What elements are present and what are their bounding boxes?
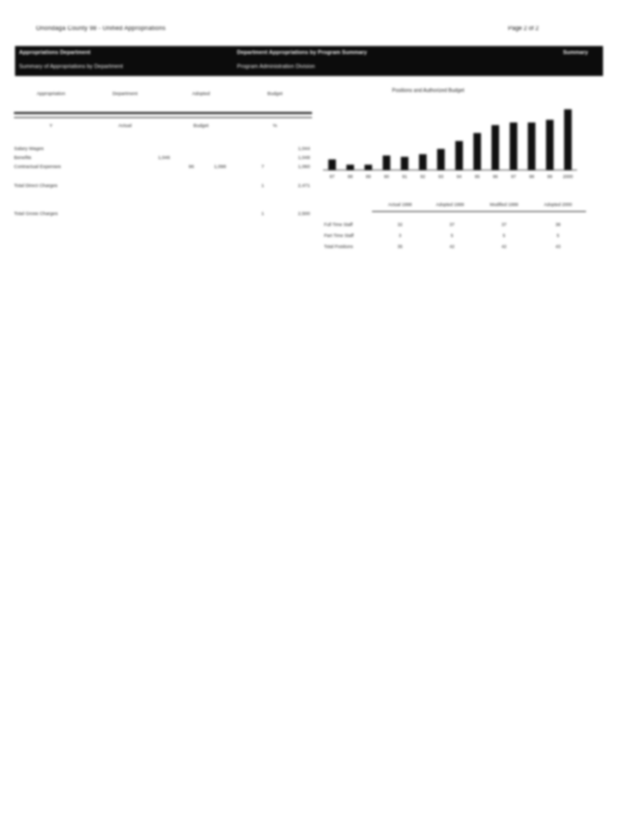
summary-cell: 5 bbox=[502, 233, 506, 238]
column-heading-3: Adopted bbox=[192, 92, 210, 97]
summary-cell: 5 bbox=[450, 233, 454, 238]
row-value: 2,471 bbox=[297, 184, 310, 189]
chart-bar bbox=[400, 156, 409, 170]
row-value: 2,500 bbox=[297, 212, 310, 217]
summary-group-head: Modified 1999 bbox=[489, 202, 519, 207]
chart-tick-label: 95 bbox=[475, 174, 481, 179]
chart-tick-label: 87 bbox=[330, 174, 336, 179]
chart-tick-label: 92 bbox=[420, 174, 426, 179]
row-value: 1,060 bbox=[297, 165, 310, 170]
page-number: Page 2 of 2 bbox=[508, 26, 539, 32]
chart-tick-label: 94 bbox=[457, 174, 463, 179]
banner-col2: Department Appropriations by Program Sum… bbox=[237, 50, 367, 56]
summary-group-head: Adopted 1999 bbox=[435, 202, 465, 207]
summary-cell: 42 bbox=[449, 244, 455, 249]
bar-chart: 87 88 89 90 91 92 93 94 95 96 97 98 99 2000 bbox=[323, 109, 577, 179]
chart-bar bbox=[455, 141, 463, 170]
row-label: Total Direct Charges bbox=[14, 184, 58, 189]
row-label: Total Gross Charges bbox=[14, 212, 58, 217]
chart-bar bbox=[564, 109, 572, 170]
document-header-title: Onondaga County 98 - Unified Appropriati… bbox=[36, 26, 166, 32]
column-subheading-3: Budget bbox=[193, 124, 209, 129]
row-value: 1,044 bbox=[297, 147, 310, 152]
chart-bar bbox=[328, 159, 336, 170]
row-label: Benefits bbox=[14, 156, 32, 161]
chart-bar bbox=[473, 133, 481, 170]
row-label: Contractual Expenses bbox=[14, 165, 61, 170]
chart-tick-label: 97 bbox=[511, 174, 517, 179]
summary-row-label: Total Positions bbox=[324, 244, 354, 249]
row-value: 1,048 bbox=[297, 156, 310, 161]
summary-row-label: Part Time Staff bbox=[324, 233, 354, 238]
row-value: 7 bbox=[261, 165, 264, 170]
chart-bar bbox=[419, 154, 427, 170]
chart-title: Positions and Authorized Budget bbox=[392, 88, 465, 94]
summary-cell: 3 bbox=[398, 233, 402, 238]
row-value: 96 bbox=[188, 165, 194, 170]
chart-bar bbox=[509, 122, 518, 170]
column-heading-2: Department bbox=[112, 92, 138, 97]
chart-bar bbox=[546, 119, 554, 170]
banner: Appropriations Department Department App… bbox=[15, 46, 603, 76]
summary-cell: 32 bbox=[397, 222, 403, 227]
column-rule-top bbox=[14, 112, 312, 114]
summary-rule bbox=[372, 211, 586, 212]
chart-tick-label: 2000 bbox=[563, 174, 574, 179]
chart-tick-label: 89 bbox=[366, 174, 372, 179]
summary-cell: 37 bbox=[501, 222, 507, 227]
banner-row2-right: Program Administration Division bbox=[237, 64, 315, 70]
column-subheading-4: % bbox=[272, 124, 278, 129]
chart-bar bbox=[437, 148, 445, 170]
column-heading-4: Budget bbox=[267, 92, 283, 97]
row-value: 1,046 bbox=[157, 156, 170, 161]
row-value: 1 bbox=[261, 184, 264, 189]
row-label: Salary Wages bbox=[14, 147, 44, 152]
summary-cell: 5 bbox=[556, 233, 560, 238]
banner-row2-left: Summary of Appropriations by Department bbox=[19, 64, 123, 70]
summary-row-label: Full Time Staff bbox=[324, 222, 353, 227]
summary-cell: 43 bbox=[555, 244, 561, 249]
summary-cell: 37 bbox=[449, 222, 455, 227]
banner-col1: Appropriations Department bbox=[19, 50, 91, 56]
column-subheading-2: Actual bbox=[118, 124, 132, 129]
chart-tick-label: 96 bbox=[493, 174, 499, 179]
chart-bar bbox=[346, 164, 354, 170]
column-subheading-1: Y bbox=[49, 124, 53, 129]
chart-tick-label: 98 bbox=[529, 174, 535, 179]
chart-bar bbox=[382, 155, 391, 170]
chart-tick-label: 90 bbox=[384, 174, 390, 179]
row-value: 1,098 bbox=[213, 165, 226, 170]
summary-cell: 38 bbox=[555, 222, 561, 227]
summary-group-head: Adopted 2000 bbox=[543, 202, 573, 207]
summary-cell: 35 bbox=[397, 244, 403, 249]
column-heading-1: Appropriation bbox=[36, 92, 66, 97]
summary-group-head: Actual 1998 bbox=[388, 202, 412, 207]
chart-bar bbox=[364, 164, 373, 170]
chart-tick-label: 91 bbox=[402, 174, 408, 179]
summary-cell: 42 bbox=[501, 244, 507, 249]
chart-tick-label: 93 bbox=[438, 174, 444, 179]
chart-tick-label: 99 bbox=[547, 174, 553, 179]
chart-tick-label: 88 bbox=[348, 174, 354, 179]
row-value: 1 bbox=[261, 212, 264, 217]
banner-col3: Summary bbox=[563, 50, 589, 56]
chart-bar bbox=[527, 122, 536, 170]
chart-bar bbox=[491, 125, 500, 170]
column-rule-bottom bbox=[14, 117, 312, 118]
